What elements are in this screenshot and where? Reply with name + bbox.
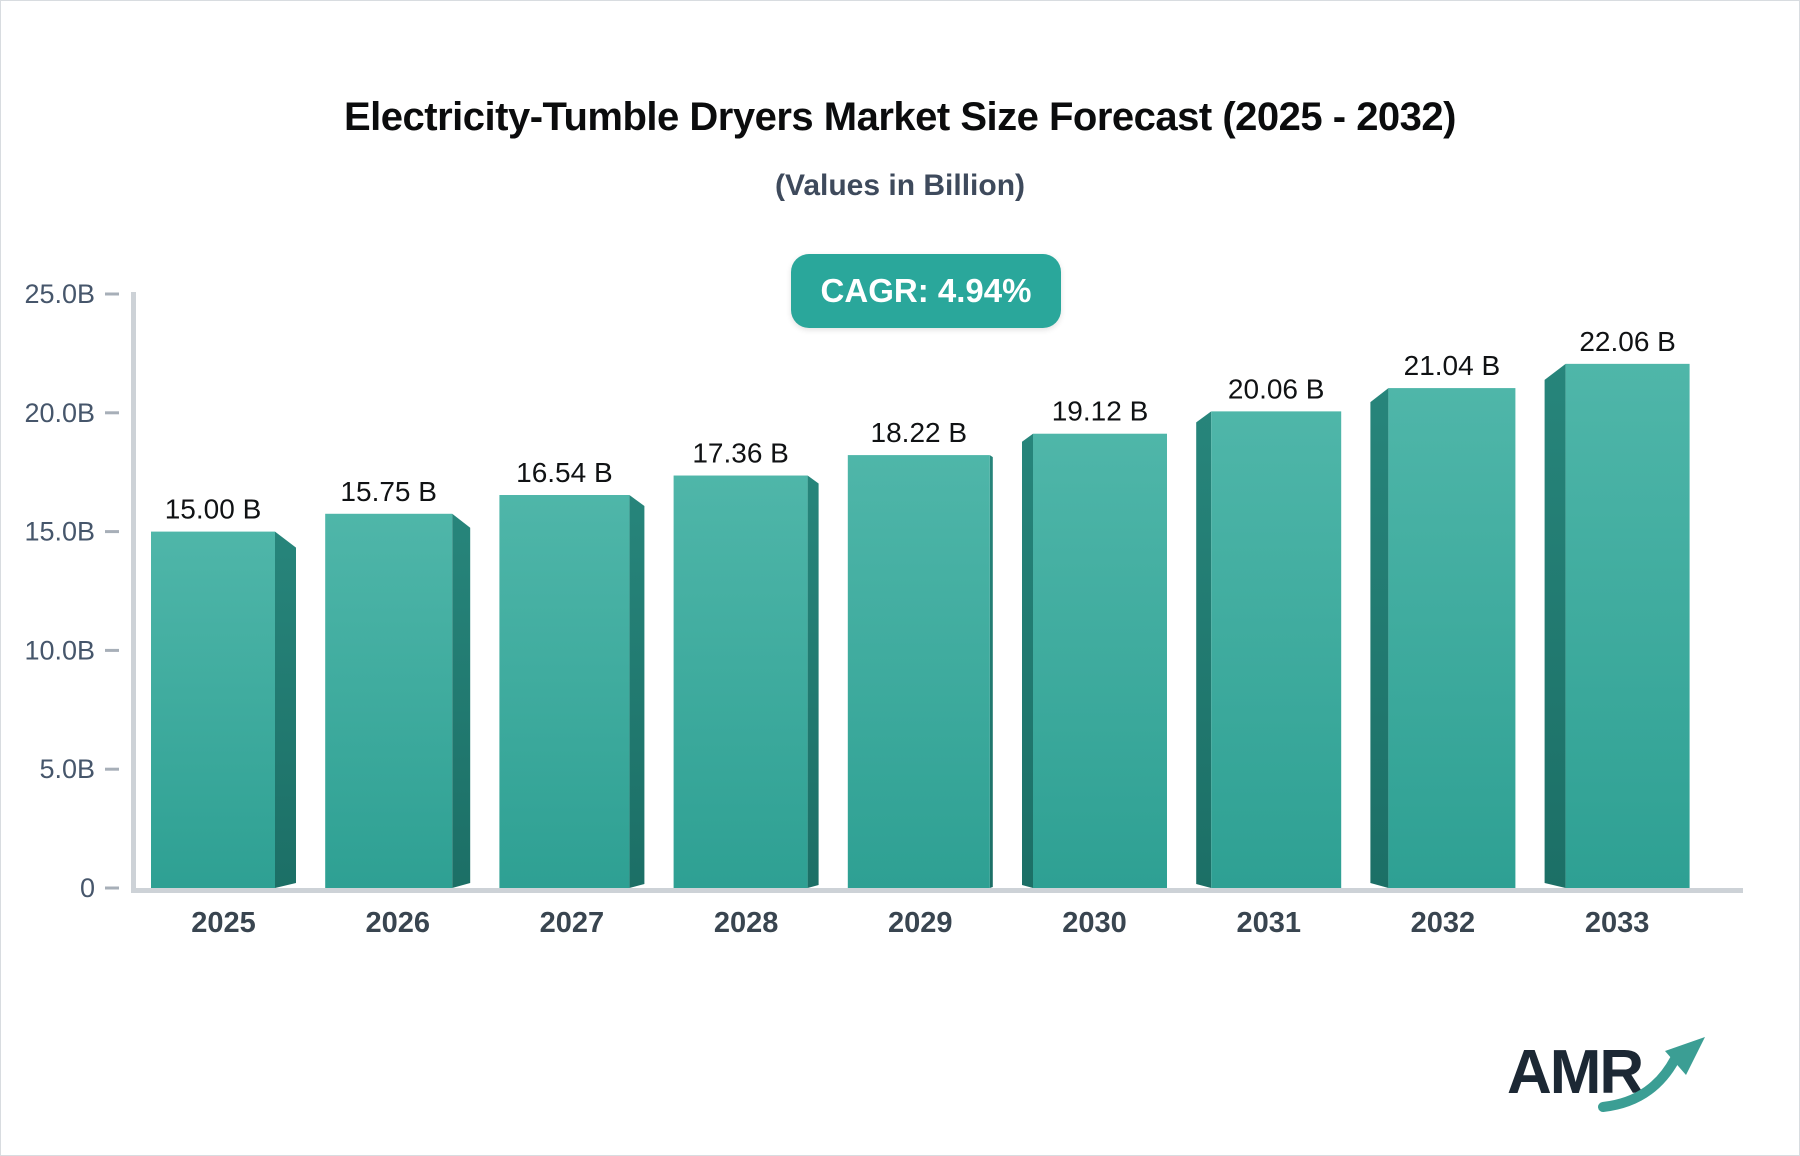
bar: [847, 455, 990, 888]
bar-side: [1544, 363, 1566, 889]
bar: [1565, 363, 1690, 889]
x-tick-label: 2028: [714, 907, 779, 939]
bar-value-label: 15.00 B: [165, 494, 262, 525]
bar: [1388, 388, 1516, 888]
x-tick-label: 2027: [540, 907, 605, 939]
bar-side: [1022, 433, 1033, 888]
bar: [1033, 433, 1167, 888]
bar: [151, 531, 275, 888]
bar-value-label: 16.54 B: [516, 457, 613, 488]
chart-title: Electricity-Tumble Dryers Market Size Fo…: [344, 95, 1457, 139]
x-axis: [131, 888, 1743, 893]
bar-side: [275, 531, 296, 888]
y-tick: [105, 292, 119, 296]
x-tick-label: 2032: [1411, 907, 1476, 939]
bar-side: [452, 513, 471, 888]
y-tick-label: 25.0B: [24, 279, 95, 309]
y-axis: [131, 292, 136, 893]
bar-value-label: 18.22 B: [871, 417, 968, 448]
x-tick-label: 2026: [365, 907, 430, 939]
y-tick: [105, 411, 119, 415]
bar-value-label: 21.04 B: [1404, 350, 1501, 381]
y-tick-label: 10.0B: [24, 635, 95, 665]
bar-value-label: 17.36 B: [692, 438, 789, 469]
bar: [1211, 411, 1342, 888]
bar-side: [1196, 411, 1212, 888]
y-tick: [105, 886, 119, 890]
y-tick-label: 5.0B: [39, 754, 95, 784]
y-tick: [105, 530, 119, 534]
bar: [325, 513, 453, 888]
growth-arrow-icon: [1598, 1054, 1680, 1112]
bar-side: [989, 455, 993, 888]
growth-arrow-head-icon: [1665, 1037, 1705, 1075]
x-tick-label: 2029: [888, 907, 953, 939]
y-tick: [105, 648, 119, 652]
bar-value-label: 22.06 B: [1579, 326, 1676, 357]
bar-value-label: 15.75 B: [340, 476, 437, 507]
x-tick-label: 2031: [1236, 907, 1301, 939]
x-tick-label: 2025: [191, 907, 256, 939]
bar: [499, 495, 630, 888]
bar: [673, 475, 808, 888]
bar-side: [629, 495, 645, 888]
x-tick-label: 2033: [1585, 907, 1650, 939]
chart-subtitle: (Values in Billion): [774, 169, 1026, 202]
bar-value-label: 20.06 B: [1228, 373, 1325, 404]
amr-logo: AMR: [1507, 1037, 1705, 1112]
bar-value-label: 19.12 B: [1052, 396, 1149, 427]
bar-side: [807, 475, 819, 888]
amr-logo-text: AMR: [1507, 1038, 1643, 1107]
y-tick-label: 0: [80, 873, 95, 903]
y-tick-label: 20.0B: [24, 398, 95, 428]
bar-side: [1370, 388, 1389, 888]
y-tick: [105, 767, 119, 771]
x-tick-label: 2030: [1062, 907, 1127, 939]
cagr-badge: CAGR: 4.94%: [791, 254, 1061, 328]
y-tick-label: 15.0B: [24, 517, 95, 547]
